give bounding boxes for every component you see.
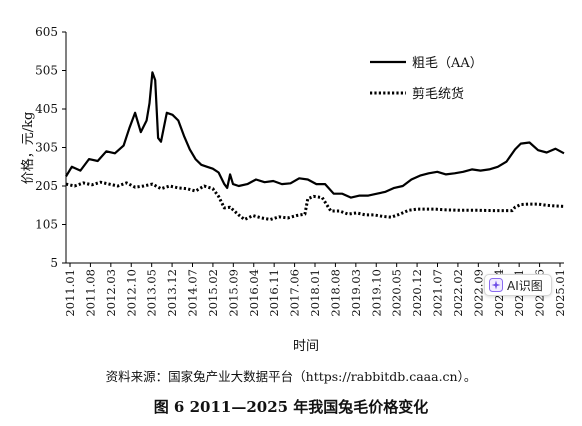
x-tick-labels: 2011.01 2011.08 2012.03 2012.10 2013.05 2013.…: [63, 269, 567, 317]
chart-legend: 粗毛（AA） 剪毛统货: [370, 56, 483, 102]
x-tick-label: 2022.09: [471, 269, 485, 317]
y-tick-labels: 5 105 205 305 405 505 605: [35, 25, 58, 270]
x-tick-label: 2014.07: [186, 269, 200, 317]
chart-series: [65, 71, 565, 221]
series-line-1: [65, 71, 565, 199]
source-note: 资料来源：国家兔产业大数据平台（https://rabbitdb.caaa.cn…: [105, 369, 477, 384]
x-tick-label: 2012.03: [104, 269, 118, 317]
y-tick-label: 605: [35, 25, 58, 39]
ai-sparkle-icon: [489, 278, 503, 292]
x-tick-label: 2025.01: [553, 269, 567, 317]
ai-button-label: AI识图: [507, 278, 543, 293]
series-line-2: [65, 180, 565, 221]
figure-caption: 图 6 2011—2025 年我国兔毛价格变化: [153, 398, 429, 416]
x-tick-label: 2018.01: [308, 269, 322, 317]
x-tick-label: 2019.10: [369, 269, 383, 317]
x-tick-label: 2015.02: [206, 269, 220, 317]
y-axis-title: 价格，元/kg: [20, 112, 36, 185]
x-tick-label: 2016.11: [267, 269, 281, 317]
y-tick-label: 205: [35, 179, 58, 193]
x-tick-label: 2019.03: [349, 269, 363, 317]
x-tick-label: 2011.01: [63, 269, 77, 317]
x-tick-label: 2015.09: [226, 269, 240, 317]
legend-label-1: 粗毛（AA）: [412, 56, 483, 71]
x-tick-label: 2018.08: [328, 269, 342, 317]
x-tick-label: 2016.04: [247, 269, 261, 317]
ai-image-recognition-button[interactable]: AI识图: [484, 274, 552, 296]
x-tick-label: 2011.08: [83, 269, 97, 317]
chart-axes: [62, 31, 564, 267]
x-tick-label: 2020.12: [410, 269, 424, 317]
x-tick-label: 2013.05: [145, 269, 159, 317]
x-axis-title: 时间: [293, 339, 319, 354]
chart: 5 105 205 305 405 505 605 2011.01 2011.08 2012.0…: [20, 25, 567, 354]
y-tick-label: 5: [50, 256, 58, 270]
x-tick-label: 2022.02: [451, 269, 465, 317]
x-tick-label: 2012.10: [124, 269, 138, 317]
x-tick-label: 2020.05: [390, 269, 404, 317]
y-tick-label: 505: [35, 64, 58, 78]
x-tick-label: 2021.07: [431, 269, 445, 317]
y-tick-label: 105: [35, 218, 58, 232]
legend-label-2: 剪毛统货: [412, 86, 464, 102]
x-tick-label: 2017.06: [288, 269, 302, 317]
x-tick-label: 2013.12: [165, 269, 179, 317]
y-tick-label: 305: [35, 141, 58, 155]
y-tick-label: 405: [35, 102, 58, 116]
